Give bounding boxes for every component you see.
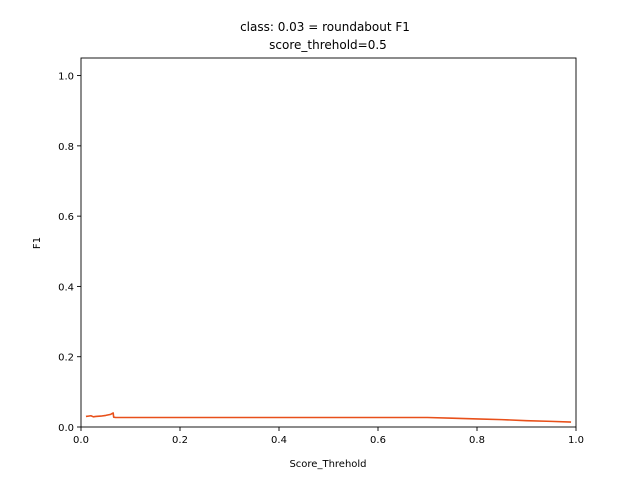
y-tick-label: 0.4 — [58, 282, 74, 293]
x-tick-label: 0.8 — [469, 435, 485, 446]
x-tick-label: 0.4 — [271, 435, 287, 446]
y-axis-label: F1 — [32, 237, 43, 249]
y-tick-label: 0.2 — [58, 353, 74, 364]
plot-frame — [80, 57, 577, 428]
y-tick-label: 1.0 — [58, 72, 74, 83]
y-tick-label: 0.6 — [58, 212, 74, 223]
series-line-0 — [85, 412, 572, 423]
plot-area: 0.0 0.2 0.4 0.6 0.8 1.0 0.0 0.2 0.4 0.6 0.8 1.0 — [58, 57, 584, 446]
x-axis-label: Score_Threhold — [289, 459, 366, 470]
chart-subtitle: score_threhold=0.5 — [269, 38, 387, 52]
y-tick-label: 0.8 — [58, 142, 74, 153]
y-tick-label: 0.0 — [58, 423, 74, 434]
x-tick-label: 1.0 — [568, 435, 584, 446]
x-tick-label: 0.6 — [370, 435, 386, 446]
x-tick-label: 0.2 — [172, 435, 188, 446]
chart-title: class: 0.03 = roundabout F1 — [240, 20, 410, 34]
x-tick-label: 0.0 — [73, 435, 89, 446]
